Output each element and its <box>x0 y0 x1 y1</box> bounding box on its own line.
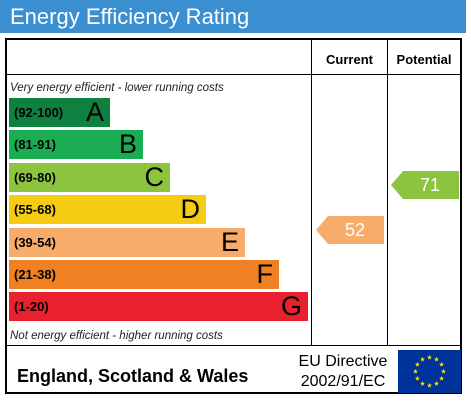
band-letter: G <box>280 291 302 321</box>
band-range: (92-100) <box>14 105 64 120</box>
eu-star <box>427 382 432 388</box>
band-range: (69-80) <box>14 170 56 185</box>
eu-star <box>420 356 425 362</box>
band-range: (21-38) <box>14 267 56 282</box>
footer-region: England, Scotland & Wales <box>17 366 249 386</box>
potential-rating-arrow: 71 <box>391 171 459 199</box>
band-f: (21-38) F <box>9 260 279 289</box>
band-letter: B <box>118 129 137 159</box>
eu-star <box>434 381 439 386</box>
band-range: (55-68) <box>14 202 56 217</box>
band-e: (39-54) E <box>9 228 245 257</box>
page-title: Energy Efficiency Rating <box>10 4 250 29</box>
band-a: (92-100) A <box>9 98 110 127</box>
directive-line-1: EU Directive <box>298 353 388 370</box>
current-column-divider <box>311 40 312 346</box>
eu-star <box>434 356 439 362</box>
eu-star <box>439 361 445 367</box>
current-rating-value: 52 <box>344 220 366 240</box>
eu-star <box>420 381 425 386</box>
eu-star <box>439 375 445 381</box>
current-rating-arrow: 52 <box>316 216 384 244</box>
title-bar: Energy Efficiency Rating <box>0 0 466 33</box>
eu-flag-icon <box>398 350 461 393</box>
band-letter: C <box>144 162 165 192</box>
potential-column-header: Potential <box>396 52 452 67</box>
eu-star <box>413 368 418 374</box>
eu-star <box>414 361 420 367</box>
band-c: (69-80) C <box>9 163 170 192</box>
band-b: (81-91) B <box>9 130 143 159</box>
current-arrow-shape <box>316 216 384 244</box>
footer-divider <box>7 345 460 346</box>
band-d: (55-68) D <box>9 195 206 224</box>
eu-star <box>441 368 446 374</box>
bottom-efficiency-note: Not energy efficient - higher running co… <box>10 330 223 342</box>
directive-line-2: 2002/91/EC <box>300 373 386 390</box>
header-divider <box>7 74 460 75</box>
band-letter: F <box>256 259 274 289</box>
band-range: (1-20) <box>14 299 49 314</box>
potential-rating-value: 71 <box>419 175 441 195</box>
potential-column-divider <box>387 40 388 346</box>
band-g: (1-20) G <box>9 292 308 321</box>
potential-arrow-shape <box>391 171 459 199</box>
band-letter: A <box>85 97 104 127</box>
eu-star <box>427 354 432 360</box>
band-letter: D <box>180 194 201 224</box>
rating-frame: Current Potential Very energy efficient … <box>5 38 462 394</box>
band-letter: E <box>220 227 239 257</box>
band-range: (81-91) <box>14 137 56 152</box>
eu-star <box>414 375 420 381</box>
current-column-header: Current <box>326 52 373 67</box>
band-range: (39-54) <box>14 235 56 250</box>
top-efficiency-note: Very energy efficient - lower running co… <box>10 82 224 94</box>
